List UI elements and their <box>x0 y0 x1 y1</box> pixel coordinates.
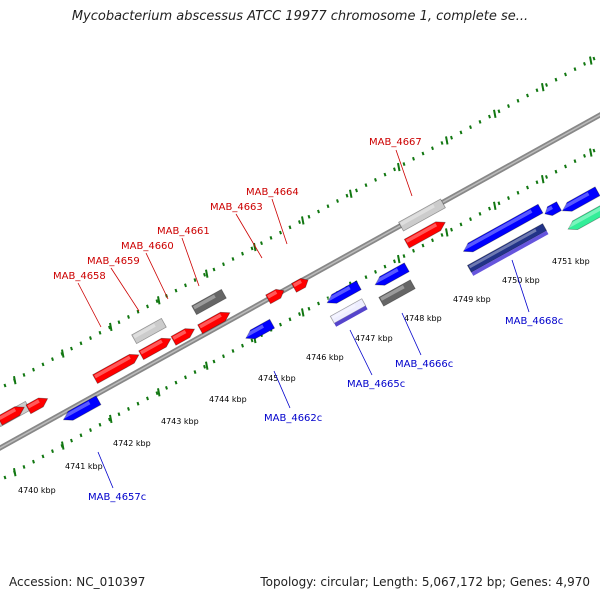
tick-label-3: 4743 kbp <box>161 417 199 426</box>
label-mab_4665c[interactable]: MAB_4665c <box>347 379 405 390</box>
label-mab_4659[interactable]: MAB_4659 <box>87 256 140 267</box>
tick-label-7: 4747 kbp <box>355 334 393 343</box>
gene-reverse[interactable] <box>560 186 600 215</box>
leader-line <box>395 149 413 197</box>
label-mab_4666c[interactable]: MAB_4666c <box>395 359 453 370</box>
genome-summary-text: Topology: circular; Length: 5,067,172 bp… <box>260 575 590 589</box>
gene-mab-4663[interactable] <box>265 286 287 305</box>
label-mab_4662c[interactable]: MAB_4662c <box>264 413 322 424</box>
accession-text: Accession: NC_010397 <box>9 575 146 589</box>
tick-label-4: 4744 kbp <box>209 395 247 404</box>
label-mab_4657c[interactable]: MAB_4657c <box>88 492 146 503</box>
label-mab_4661[interactable]: MAB_4661 <box>157 226 210 237</box>
gene-forward[interactable] <box>197 308 233 335</box>
leader-line <box>110 267 140 312</box>
label-mab_4668c[interactable]: MAB_4668c <box>505 316 563 327</box>
tick-label-6: 4746 kbp <box>306 353 344 362</box>
leader-line <box>235 213 263 259</box>
gene-mab-4666c[interactable] <box>378 279 416 307</box>
leader-line <box>273 370 291 409</box>
tick-label-9: 4749 kbp <box>453 295 491 304</box>
leader-line <box>145 252 169 300</box>
gene-mab-4666c-upper[interactable] <box>373 262 410 289</box>
label-mab_4664[interactable]: MAB_4664 <box>246 187 299 198</box>
tick-label-10: 4750 kbp <box>502 276 540 285</box>
label-mab_4667[interactable]: MAB_4667 <box>369 137 422 148</box>
leader-line <box>77 282 102 328</box>
tick-label-11: 4751 kbp <box>552 257 590 266</box>
gene-mab-4661[interactable] <box>170 325 197 346</box>
gene-forward[interactable] <box>0 403 27 426</box>
gene-mab-4667[interactable] <box>403 218 447 249</box>
leader-line <box>271 198 288 245</box>
label-mab_4660[interactable]: MAB_4660 <box>121 241 174 252</box>
map-title: Mycobacterium abscessus ATCC 19977 chrom… <box>71 9 529 24</box>
leader-line <box>401 312 422 356</box>
leader-line <box>97 451 114 489</box>
gene-mab-4668c[interactable] <box>466 223 549 276</box>
gene-mab-4660[interactable] <box>138 334 174 361</box>
gene-mab-4659[interactable] <box>131 317 167 345</box>
gene-reverse[interactable] <box>543 201 562 219</box>
leader-line <box>181 237 200 287</box>
upper-tick-line <box>3 56 596 388</box>
leader-line <box>511 259 530 313</box>
gene-reverse[interactable] <box>461 203 544 255</box>
gene-mab-4667-pseudo[interactable] <box>398 198 446 232</box>
gene-mab-4664[interactable] <box>291 276 311 293</box>
gene-mab-4662c[interactable] <box>243 318 276 342</box>
label-mab_4658[interactable]: MAB_4658 <box>53 271 106 282</box>
tick-label-1: 4741 kbp <box>65 462 103 471</box>
gene-mab-4657c[interactable] <box>61 395 102 424</box>
tick-label-8: 4748 kbp <box>404 314 442 323</box>
gene-reverse[interactable] <box>325 280 362 307</box>
tick-label-0: 4740 kbp <box>18 486 56 495</box>
gene-forward[interactable] <box>25 394 50 415</box>
label-mab_4663[interactable]: MAB_4663 <box>210 202 263 213</box>
tick-label-2: 4742 kbp <box>113 439 151 448</box>
gene-dark[interactable] <box>191 288 227 316</box>
leader-line <box>349 329 373 376</box>
gene-mab-4665c[interactable] <box>329 298 368 327</box>
lower-tick-line <box>3 148 596 480</box>
gene-mab-4658[interactable] <box>92 350 142 385</box>
gene-rna[interactable] <box>566 199 600 233</box>
